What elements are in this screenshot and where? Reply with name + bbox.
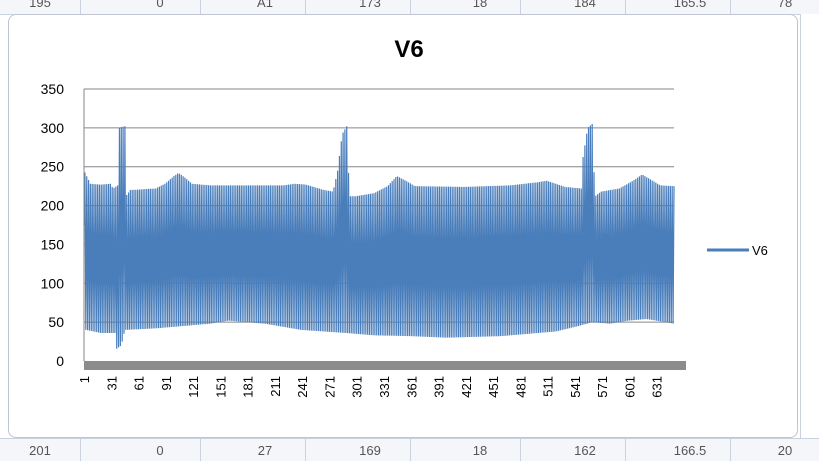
x-tick-label-1: 1 — [77, 376, 92, 383]
sheet-cell[interactable]: 0 — [120, 439, 201, 461]
y-tick-label-250: 250 — [41, 159, 65, 175]
sheet-cell[interactable]: 173 — [330, 0, 411, 14]
sheet-cell[interactable]: 162 — [545, 439, 626, 461]
x-tick-label-421: 421 — [459, 376, 474, 398]
x-tick-label-391: 391 — [432, 376, 447, 398]
x-tick-label-61: 61 — [132, 376, 147, 390]
legend-label-v6: V6 — [752, 243, 768, 258]
sheet-cell[interactable]: 18 — [440, 439, 521, 461]
y-tick-label-350: 350 — [41, 81, 65, 97]
legend[interactable]: V6 — [707, 243, 768, 258]
x-tick-label-331: 331 — [377, 376, 392, 398]
x-tick-label-181: 181 — [241, 376, 256, 398]
plot-area[interactable] — [83, 123, 675, 349]
x-tick-label-541: 541 — [568, 376, 583, 398]
sheet-cell[interactable]: 165.5 — [650, 0, 731, 14]
chart-area[interactable]: V6 0 50 100 150 200 250 300 350 1 31 61 91 121 151 181… — [8, 14, 798, 438]
x-tick-label-151: 151 — [213, 376, 228, 398]
series-line-v6 — [83, 123, 675, 349]
x-tick-label-601: 601 — [623, 376, 638, 398]
y-tick-label-50: 50 — [48, 314, 64, 330]
axes: 0 50 100 150 200 250 300 350 1 31 61 91 121 151 181 211… — [41, 81, 686, 398]
x-tick-label-241: 241 — [295, 376, 310, 398]
x-tick-label-481: 481 — [513, 376, 528, 398]
x-tick-label-91: 91 — [159, 376, 174, 390]
y-tick-label-100: 100 — [41, 275, 65, 291]
sheet-cell[interactable]: 78 — [745, 0, 819, 14]
x-tick-label-631: 631 — [650, 376, 665, 398]
chart-title: V6 — [394, 36, 423, 63]
x-tick-label-211: 211 — [268, 376, 283, 397]
x-tick-label-121: 121 — [186, 376, 201, 398]
sheet-cell[interactable]: 195 — [0, 0, 81, 14]
sheet-cell[interactable]: 184 — [545, 0, 626, 14]
sheet-cell[interactable]: 0 — [120, 0, 201, 14]
sheet-cell[interactable]: 20 — [745, 439, 819, 461]
y-tick-label-300: 300 — [41, 120, 65, 136]
x-tick-label-301: 301 — [350, 376, 365, 398]
spreadsheet-right-column — [800, 14, 819, 438]
x-tick-label-451: 451 — [486, 376, 501, 398]
x-tick-label-511: 511 — [541, 376, 556, 397]
sheet-cell[interactable]: 18 — [440, 0, 521, 14]
sheet-cell[interactable]: 27 — [225, 439, 306, 461]
y-tick-label-0: 0 — [56, 353, 64, 369]
x-tick-label-31: 31 — [104, 376, 119, 390]
sheet-cell[interactable]: 201 — [0, 439, 81, 461]
sheet-cell[interactable]: 169 — [330, 439, 411, 461]
x-axis-base — [84, 361, 686, 370]
spreadsheet-bottom-row: 201 0 27 169 18 162 166.5 20 — [0, 438, 819, 461]
chart-svg: V6 0 50 100 150 200 250 300 350 1 31 61 91 121 151 181… — [41, 36, 768, 398]
sheet-cell[interactable]: 166.5 — [650, 439, 731, 461]
sheet-cell[interactable]: A1 — [225, 0, 306, 14]
y-tick-label-200: 200 — [41, 198, 65, 214]
spreadsheet-top-row: 195 0 A1 173 18 184 165.5 78 — [0, 0, 819, 15]
y-tick-label-150: 150 — [41, 236, 65, 252]
x-tick-label-361: 361 — [404, 376, 419, 398]
x-tick-label-271: 271 — [323, 376, 338, 398]
x-tick-label-571: 571 — [595, 376, 610, 398]
